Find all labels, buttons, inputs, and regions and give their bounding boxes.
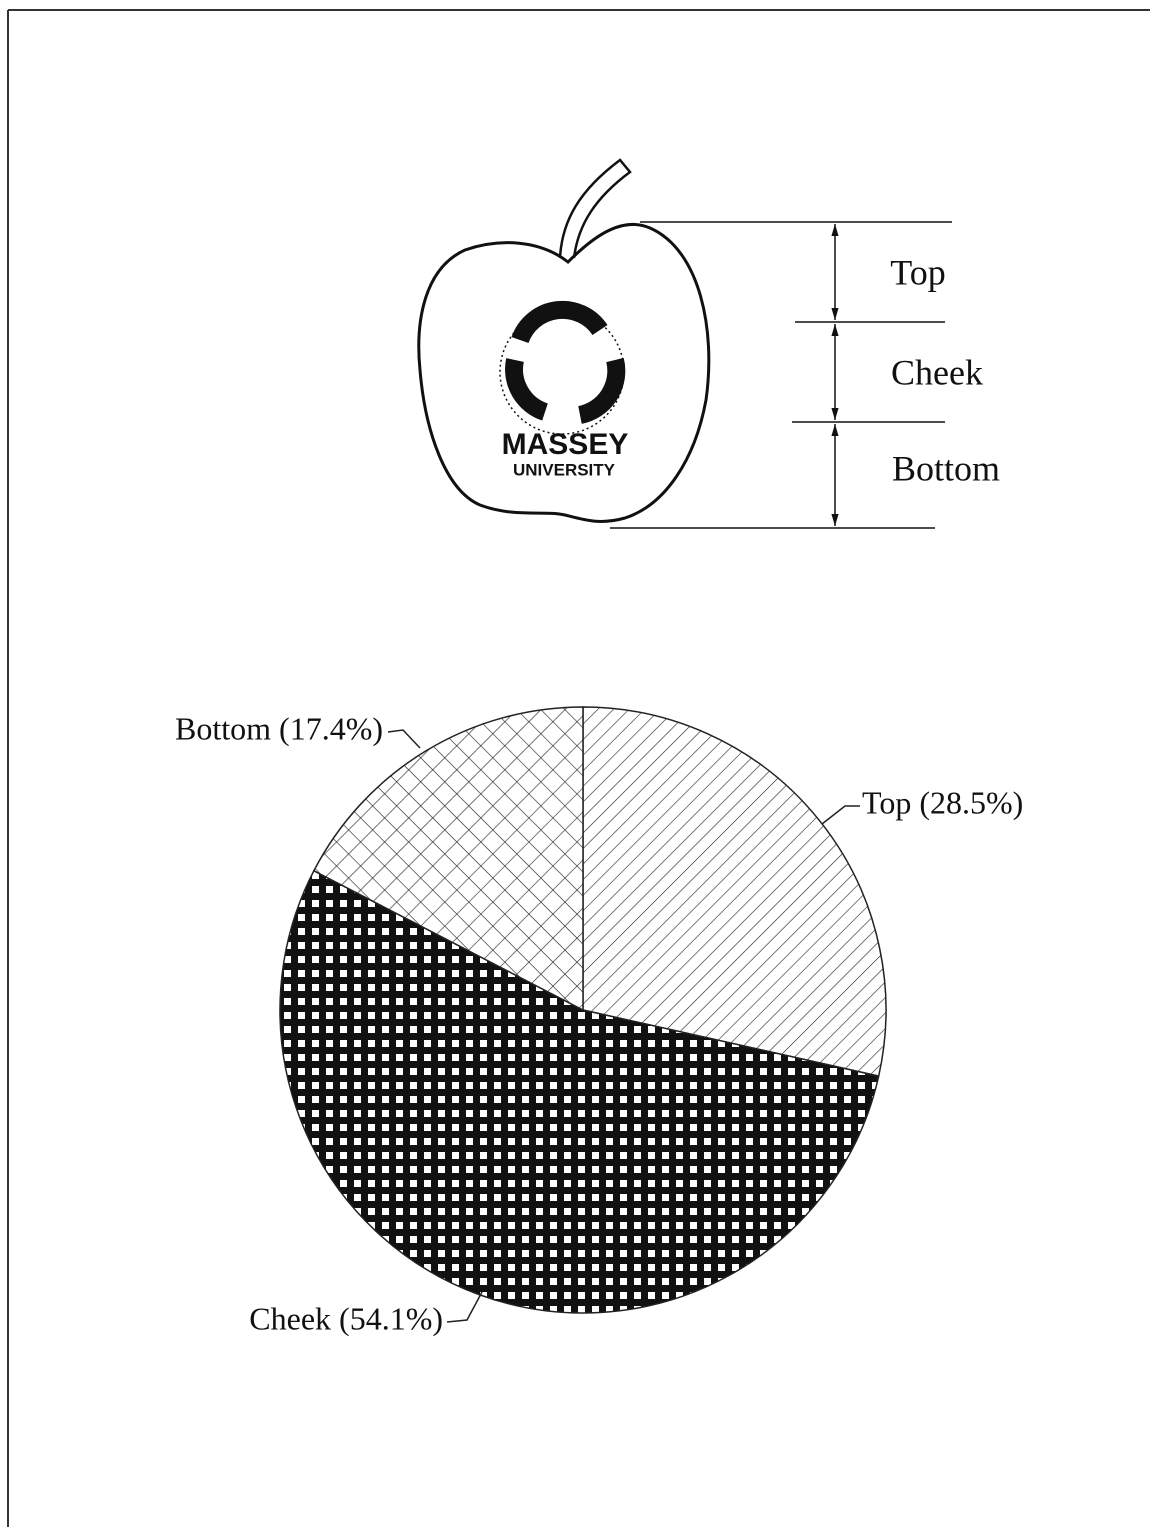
pie-slice xyxy=(279,869,880,1314)
pie-slice xyxy=(312,706,584,1012)
logo-text: UNIVERSITY xyxy=(513,460,616,479)
apple-stem xyxy=(558,158,632,259)
leader-line xyxy=(821,805,860,825)
leader-line xyxy=(387,729,421,749)
logo xyxy=(499,300,626,435)
slice-label: Top (28.5%) xyxy=(862,784,1023,820)
slice-label: Cheek (54.1%) xyxy=(249,1300,443,1336)
leader-line xyxy=(446,1291,483,1323)
apple-outline xyxy=(417,222,711,523)
region-label: Top xyxy=(890,252,945,292)
slice-label: Bottom (17.4%) xyxy=(175,710,383,746)
logo-text: MASSEY xyxy=(502,428,629,461)
region-label: Cheek xyxy=(891,352,983,392)
pie-slice xyxy=(582,706,887,1077)
region-label: Bottom xyxy=(892,448,1000,488)
pie-chart: Top (28.5%) Cheek (54.1%) Bottom (17.4%) xyxy=(175,706,1023,1336)
apple-diagram xyxy=(417,158,952,529)
